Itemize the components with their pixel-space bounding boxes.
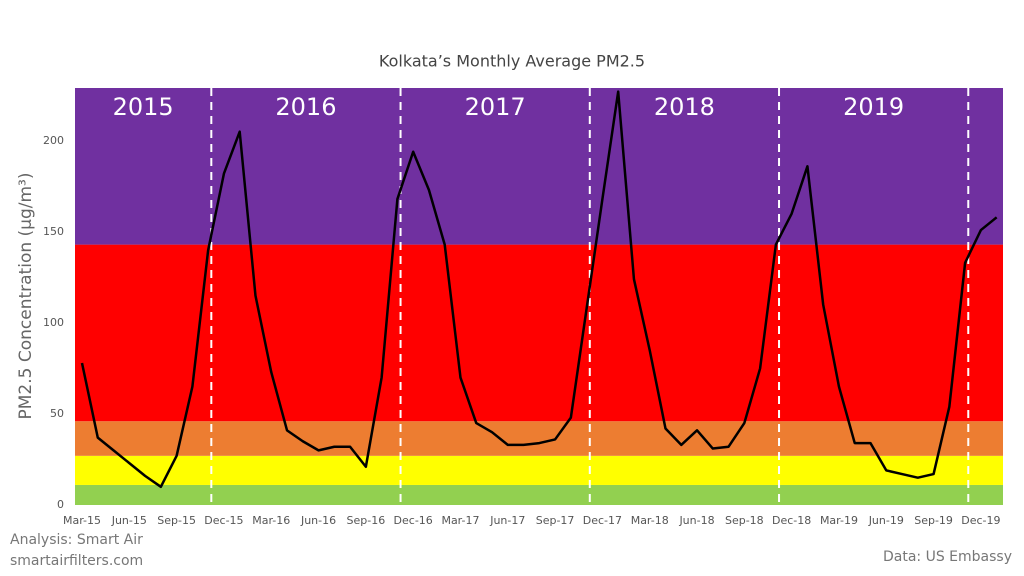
year-label: 2018 (654, 93, 715, 121)
x-tick-label: Dec-18 (772, 514, 811, 527)
data-line (80, 90, 998, 489)
footnote: Data: US Embassy (883, 549, 1012, 565)
y-tick-label: 100 (43, 316, 64, 329)
x-tick-label: Sep-18 (725, 514, 764, 527)
x-tick-label: Dec-15 (204, 514, 243, 527)
x-tick-label: Sep-19 (914, 514, 953, 527)
year-label: 2015 (113, 93, 174, 121)
x-tick-label: Jun-17 (489, 514, 525, 527)
x-tick-label: Jun-18 (678, 514, 714, 527)
aqi-band (75, 88, 1003, 245)
year-label: 2019 (843, 93, 904, 121)
x-tick-label: Dec-17 (583, 514, 622, 527)
x-tick-label: Mar-18 (631, 514, 669, 527)
x-tick-label: Mar-17 (441, 514, 479, 527)
x-tick-label: Dec-19 (961, 514, 1000, 527)
x-tick-label: Sep-17 (536, 514, 575, 527)
x-tick-label: Sep-15 (157, 514, 196, 527)
x-tick-label: Mar-19 (820, 514, 858, 527)
year-label: 2016 (275, 93, 336, 121)
y-tick-label: 200 (43, 134, 64, 147)
footnote: smartairfilters.com (10, 553, 143, 569)
y-tick-label: 150 (43, 225, 64, 238)
year-label: 2017 (465, 93, 526, 121)
aqi-band (75, 421, 1003, 456)
footnote: Analysis: Smart Air (10, 532, 143, 548)
x-tick-label: Sep-16 (347, 514, 386, 527)
x-tick-label: Mar-15 (63, 514, 101, 527)
x-tick-label: Mar-16 (252, 514, 290, 527)
x-tick-label: Jun-16 (300, 514, 336, 527)
aqi-band (75, 484, 1003, 505)
y-axis-label: PM2.5 Concentration (μg/m³) (16, 173, 36, 420)
chart-title: Kolkata’s Monthly Average PM2.5 (379, 52, 645, 71)
x-tick-label: Jun-19 (868, 514, 904, 527)
aqi-band (75, 244, 1003, 422)
aqi-band (75, 455, 1003, 485)
x-tick-label: Dec-16 (394, 514, 433, 527)
y-tick-label: 0 (57, 498, 64, 511)
y-tick-label: 50 (50, 407, 64, 420)
x-tick-label: Jun-15 (111, 514, 147, 527)
